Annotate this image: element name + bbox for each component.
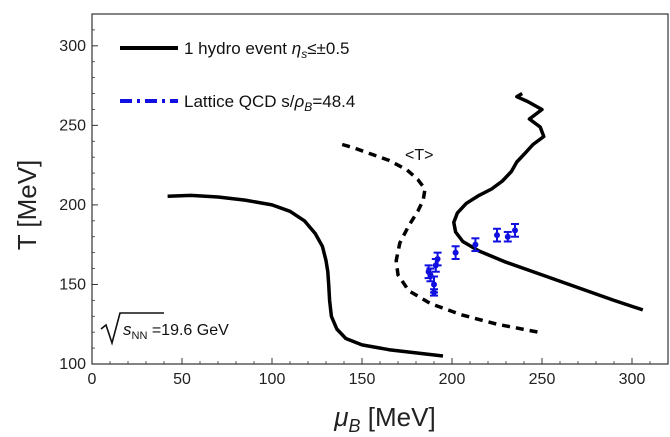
lattice-point	[431, 289, 437, 296]
lattice-point	[452, 249, 459, 256]
legend-hydro-label: 1 hydro event ηs≤±0.5	[184, 39, 350, 61]
sqrt-symbol	[100, 312, 164, 346]
x-tick-label: 250	[529, 371, 556, 388]
x-tick-label: 50	[173, 371, 191, 388]
lattice-point	[434, 256, 441, 262]
lattice-point	[512, 227, 518, 234]
lattice-point	[472, 241, 479, 248]
y-tick-label: 250	[59, 117, 86, 134]
series-hydro-right	[452, 91, 644, 312]
x-tick-label: 300	[619, 371, 646, 388]
y-tick-label: 100	[59, 356, 86, 373]
lattice-point	[431, 281, 437, 288]
legend-lattice-label: Lattice QCD s/ρB=48.4	[184, 92, 355, 114]
y-tick-label: 150	[59, 276, 86, 293]
lattice-point	[504, 233, 511, 240]
annotation-mean-T: <T>	[405, 147, 433, 164]
annotation-energy: sNN =19.6 GeV	[100, 312, 229, 346]
x-tick-label: 200	[439, 371, 466, 388]
x-tick-label: 100	[259, 371, 286, 388]
y-tick-label: 300	[59, 38, 86, 55]
y-axis-title: T [MeV]	[12, 160, 42, 251]
x-tick-label: 150	[349, 371, 376, 388]
series-hydro-left	[167, 193, 444, 358]
x-tick-label: 0	[88, 371, 97, 388]
y-tick-label: 200	[59, 197, 86, 214]
energy-label: sNN =19.6 GeV	[123, 320, 229, 342]
series-mean-T	[341, 142, 539, 334]
lattice-point	[494, 232, 500, 239]
x-axis-title: μB [MeV]	[333, 402, 435, 436]
